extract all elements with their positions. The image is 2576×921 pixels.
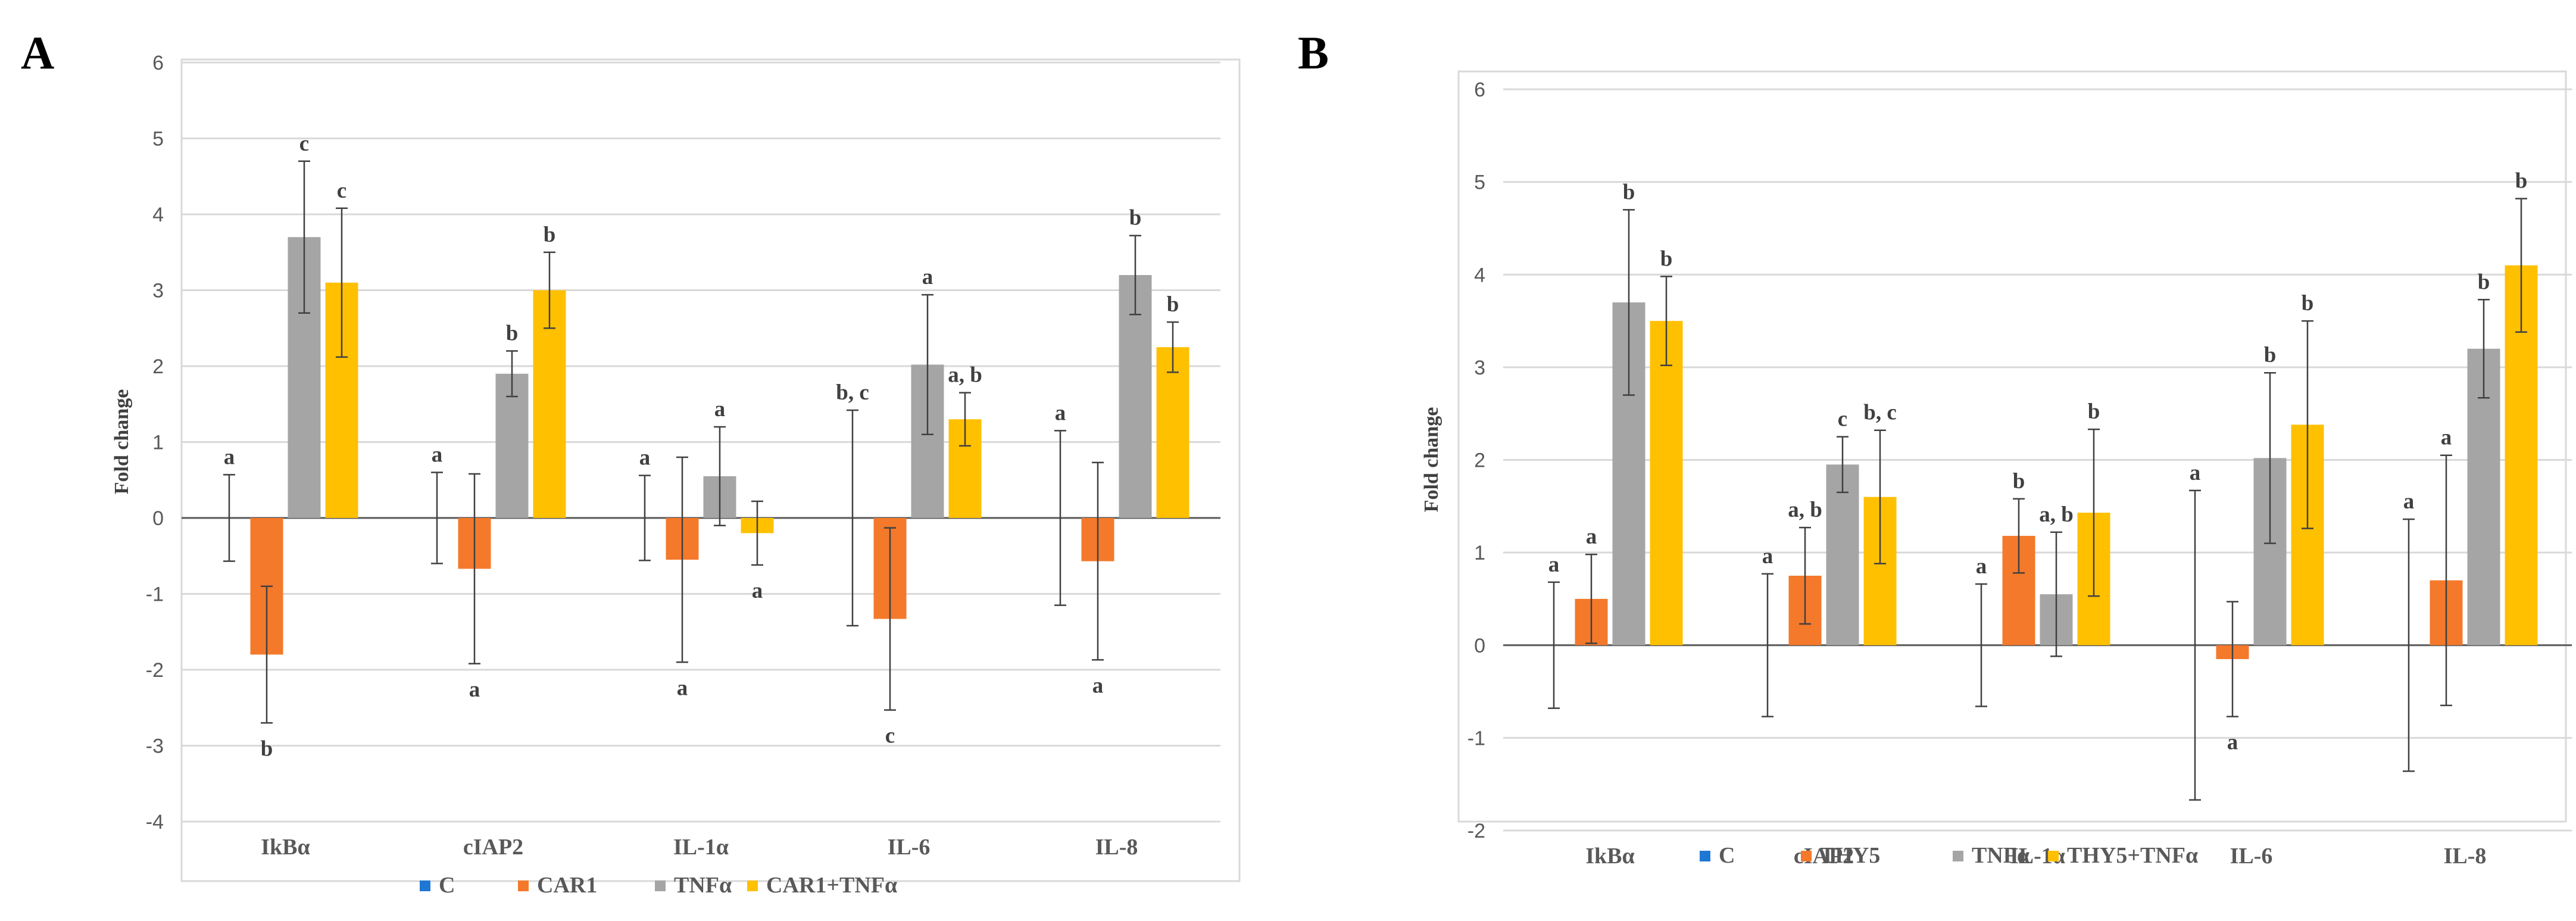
x-tick-label: IkBα xyxy=(1585,844,1634,869)
legend-swatch xyxy=(1801,851,1812,861)
significance-letter: b xyxy=(2264,343,2277,367)
significance-letter: c xyxy=(299,132,309,156)
y-axis-label: Fold change xyxy=(1420,407,1442,513)
significance-letter: a, b xyxy=(1788,498,1822,522)
y-tick-label: 1 xyxy=(1474,542,1485,564)
bar xyxy=(1826,464,1859,645)
significance-letter: a xyxy=(2403,489,2415,514)
significance-letter: a xyxy=(2227,730,2238,755)
significance-letter: b xyxy=(1623,180,1635,204)
legend-label: C xyxy=(439,873,455,898)
legend-label: TNFα xyxy=(674,873,732,898)
significance-letter: a xyxy=(1548,552,1560,577)
significance-letter: a xyxy=(432,443,443,467)
significance-letter: b xyxy=(1129,206,1142,230)
panel-a: A Fold change -4 -3 -2 -1 0 1 2 3 4 5 6 a b c c IkBα a a b b c… xyxy=(21,27,1241,898)
significance-letter: b xyxy=(2013,469,2025,494)
bar xyxy=(1119,275,1152,518)
legend-swatch xyxy=(1953,851,1963,861)
y-tick-label: 4 xyxy=(152,204,164,226)
y-tick-label: 5 xyxy=(152,128,164,151)
significance-letter: b xyxy=(2088,399,2100,424)
significance-letter: a xyxy=(2190,461,2201,485)
x-tick-label: IL-1α xyxy=(673,835,729,860)
significance-letter: b xyxy=(261,736,273,761)
significance-letter: a xyxy=(1055,401,1066,425)
y-tick-label: 2 xyxy=(152,355,164,378)
significance-letter: a xyxy=(1976,554,1987,579)
significance-letter: b xyxy=(1660,246,1673,271)
y-tick-label: 5 xyxy=(1474,171,1485,194)
y-tick-label: 3 xyxy=(1474,357,1485,379)
panel-label: A xyxy=(21,27,54,79)
y-tick-label: 0 xyxy=(152,507,164,530)
x-tick-label: IL-8 xyxy=(2444,844,2487,869)
panel-label: B xyxy=(1298,27,1329,79)
legend-swatch xyxy=(518,881,529,891)
bar xyxy=(1650,321,1683,645)
legend-label: THY5 xyxy=(1820,843,1880,868)
significance-letter: a xyxy=(224,445,235,469)
y-tick-label: 6 xyxy=(152,52,164,74)
x-tick-label: cIAP2 xyxy=(463,835,523,860)
legend-label: CAR1 xyxy=(537,873,597,898)
significance-letter: a xyxy=(469,678,480,702)
legend-swatch xyxy=(747,881,758,891)
y-tick-label: -2 xyxy=(146,659,164,682)
significance-letter: a xyxy=(752,579,763,603)
legend-swatch xyxy=(1700,851,1710,861)
y-tick-label: -1 xyxy=(146,583,164,606)
y-tick-label: 4 xyxy=(1474,264,1485,286)
y-tick-label: -1 xyxy=(1467,727,1485,750)
legend-swatch xyxy=(2048,851,2059,861)
significance-letter: a, b xyxy=(2039,502,2074,527)
y-tick-label: -4 xyxy=(146,811,164,833)
legend-label: THY5+TNFα xyxy=(2067,843,2198,868)
significance-letter: a xyxy=(677,676,688,700)
significance-letter: b xyxy=(2302,291,2314,316)
y-tick-label: 2 xyxy=(1474,449,1485,472)
x-tick-label: IkBα xyxy=(261,835,310,860)
significance-letter: a xyxy=(714,397,726,422)
y-tick-label: 3 xyxy=(152,280,164,302)
y-tick-label: 6 xyxy=(1474,79,1485,101)
x-tick-label: IL-8 xyxy=(1095,835,1138,860)
bar xyxy=(495,373,529,518)
significance-letter: a xyxy=(2441,426,2452,450)
y-tick-label: -3 xyxy=(146,735,164,758)
significance-letter: c xyxy=(885,724,895,748)
significance-letter: a xyxy=(1762,544,1773,569)
legend-label: CAR1+TNFα xyxy=(766,873,897,898)
significance-letter: b xyxy=(2478,270,2490,294)
significance-letter: a, b xyxy=(948,363,982,388)
y-tick-label: 0 xyxy=(1474,635,1485,657)
significance-letter: a xyxy=(922,265,933,289)
y-tick-label: 1 xyxy=(152,432,164,454)
significance-letter: b xyxy=(1167,292,1179,317)
significance-letter: a xyxy=(1092,673,1104,698)
significance-letter: b xyxy=(544,223,556,247)
bar xyxy=(1156,347,1189,518)
x-tick-label: IL-6 xyxy=(888,835,931,860)
significance-letter: b xyxy=(2515,169,2528,193)
legend-swatch xyxy=(420,881,430,891)
significance-letter: a xyxy=(1586,524,1597,549)
legend-swatch xyxy=(655,881,666,891)
significance-letter: b xyxy=(506,321,519,346)
significance-letter: c xyxy=(337,179,346,203)
significance-letter: c xyxy=(1838,407,1847,432)
panel-b: B Fold change -2 -1 0 1 2 3 4 5 6 a a b b IkBα a a, b c b, … xyxy=(1298,27,2572,869)
x-tick-label: IL-6 xyxy=(2230,844,2273,869)
legend-label: C xyxy=(1719,843,1735,868)
significance-letter: b, c xyxy=(1863,401,1897,425)
y-tick-label: -2 xyxy=(1467,820,1485,842)
significance-letter: b, c xyxy=(836,380,869,405)
legend-label: TNFα xyxy=(1972,843,2029,868)
y-axis-label: Fold change xyxy=(111,389,133,495)
significance-letter: a xyxy=(639,446,651,470)
